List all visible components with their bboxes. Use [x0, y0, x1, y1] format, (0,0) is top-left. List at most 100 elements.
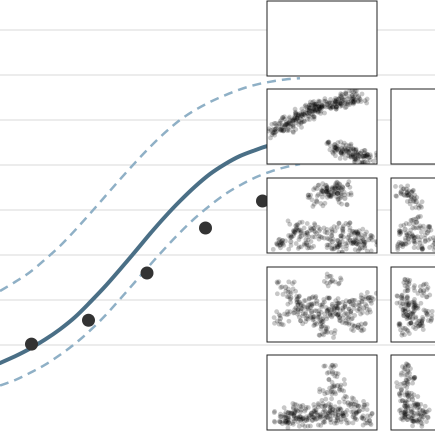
scatter-point [318, 423, 324, 428]
scatter-point [337, 386, 342, 392]
scatter-point [346, 149, 352, 154]
scatter-point [350, 240, 356, 246]
scatter-point [404, 392, 410, 398]
scatter-point [349, 395, 355, 401]
scatter-point [405, 312, 411, 318]
scatter-point [397, 229, 403, 235]
scatter-point [419, 293, 425, 298]
scatter-point [421, 281, 427, 287]
scatter-point [337, 240, 343, 245]
scatter-point [274, 241, 279, 247]
scatter-point [350, 151, 356, 157]
scatter-point [308, 412, 313, 418]
scatter-point [338, 102, 344, 108]
scatter-point [411, 304, 417, 310]
scatter-point [291, 231, 296, 237]
scatter-point [332, 183, 338, 188]
scatter-point [374, 150, 377, 156]
scatter-point [405, 315, 411, 321]
scatter-point [326, 306, 331, 312]
scatter-point [291, 229, 296, 234]
scatter-point [279, 421, 285, 427]
scatter-point [341, 388, 347, 394]
scatter-point [283, 119, 289, 125]
scatter-point [405, 313, 411, 318]
scatter-point [336, 184, 342, 189]
scatter-point [316, 103, 322, 109]
scatter-point [282, 116, 287, 122]
scatter-point [339, 149, 344, 155]
scatter-point [336, 220, 342, 226]
scatter-point [277, 241, 283, 248]
scatter-point [288, 295, 294, 301]
scatter-point [323, 396, 329, 402]
scatter-point [306, 192, 312, 198]
scatter-point [329, 229, 335, 235]
scatter-point [322, 229, 328, 235]
scatter-point [305, 113, 311, 119]
scatter-point [276, 240, 282, 246]
scatter-point [418, 401, 424, 407]
scatter-point [282, 311, 287, 317]
scatter-point [351, 328, 356, 334]
scatter-point [400, 398, 405, 403]
scatter-point [291, 416, 297, 422]
scatter-point [357, 303, 363, 308]
scatter-point [358, 321, 364, 327]
scatter-point [282, 122, 288, 128]
scatter-point [396, 228, 402, 233]
scatter-point [340, 146, 345, 152]
scatter-point [406, 390, 412, 396]
scatter-point [334, 242, 340, 248]
scatter-point [314, 298, 320, 304]
scatter-point [310, 414, 315, 420]
scatter-point [286, 127, 292, 133]
scatter-point [327, 295, 332, 301]
scatter-point [426, 237, 431, 243]
scatter-point [404, 232, 410, 238]
scatter-point [359, 160, 365, 164]
scatter-point [416, 225, 422, 231]
scatter-point [296, 112, 301, 118]
scatter-point [338, 406, 344, 412]
scatter-point [320, 301, 326, 307]
scatter-point [326, 139, 332, 145]
scatter-point [338, 236, 344, 241]
scatter-point [367, 152, 373, 158]
scatter-point [348, 152, 354, 158]
scatter-point [345, 182, 351, 188]
scatter-point [298, 418, 304, 423]
scatter-point [350, 152, 356, 158]
scatter-point [373, 290, 377, 296]
scatter-point [320, 316, 326, 322]
scatter-point [361, 327, 367, 333]
scatter-point [309, 308, 315, 314]
scatter-point [404, 295, 410, 300]
scatter-point [311, 301, 317, 307]
scatter-point [337, 242, 343, 248]
scatter-point [309, 411, 314, 416]
scatter-point [320, 413, 326, 419]
scatter-point [311, 106, 316, 111]
scatter-point [327, 273, 333, 279]
scatter-point [405, 236, 411, 242]
scatter-point [361, 399, 366, 404]
scatter-point [414, 411, 420, 416]
scatter-point [350, 238, 355, 243]
scatter-point [358, 295, 364, 301]
scatter-point [288, 243, 294, 248]
scatter-point [417, 237, 422, 243]
scatter-point [331, 384, 337, 390]
scatter-point [335, 190, 340, 196]
scatter-point [315, 182, 321, 188]
scatter-point [317, 389, 322, 395]
scatter-point [361, 239, 367, 244]
scatter-point [335, 191, 340, 197]
scatter-point [306, 108, 312, 113]
scatter-point [318, 309, 324, 315]
scatter-point [349, 92, 355, 98]
scatter-point [332, 189, 338, 195]
scatter-point [415, 215, 421, 221]
scatter-point [402, 392, 408, 398]
scatter-point [360, 296, 365, 301]
